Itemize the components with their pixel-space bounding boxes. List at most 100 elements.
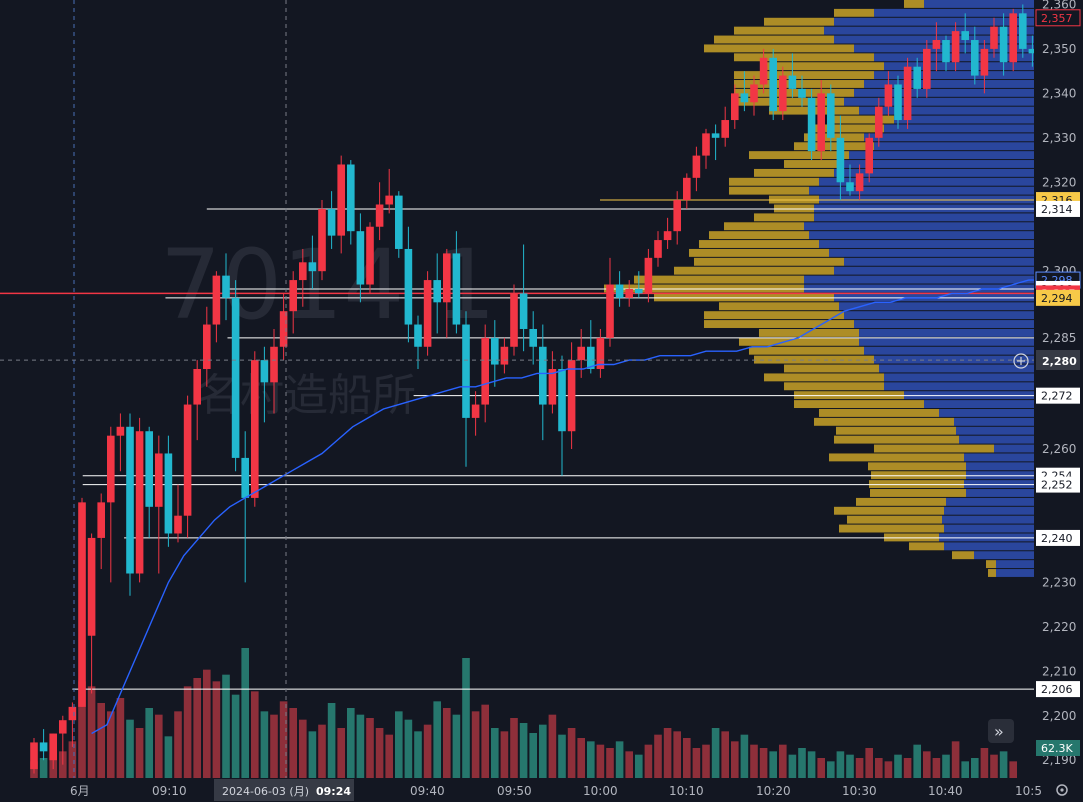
profile-blue-row	[804, 275, 1034, 284]
volume-bar	[500, 731, 509, 778]
profile-gold-row	[749, 346, 864, 355]
volume-bar	[97, 703, 105, 778]
volume-bar	[702, 744, 710, 778]
profile-gold-row	[734, 53, 874, 62]
price-label-text: 2,252	[1041, 479, 1073, 492]
candle-body	[788, 75, 797, 89]
crosshair-price-box	[1036, 350, 1080, 370]
profile-gold-row	[739, 337, 859, 346]
profile-blue-row	[944, 524, 1034, 533]
profile-blue-row	[834, 168, 1034, 177]
profile-gold-row	[714, 35, 834, 44]
candle-body	[932, 40, 941, 49]
profile-blue-row	[974, 551, 1034, 560]
profile-gold-row	[814, 417, 954, 426]
profile-blue-row	[939, 533, 1034, 542]
time-axis[interactable]: 6月 09:10 09:40 09:50 10:00 10:10 10:20 10:30 10:…	[70, 784, 1042, 798]
volume-bar	[318, 724, 326, 778]
candle-body	[49, 733, 57, 761]
candle-body	[961, 31, 969, 41]
volume-bar	[558, 734, 566, 778]
candle-body	[855, 173, 864, 192]
price-tick-label: 2,330	[1042, 131, 1076, 145]
scroll-to-realtime-button[interactable]	[988, 719, 1014, 743]
candle-body	[846, 182, 854, 192]
profile-gold-row	[794, 142, 874, 151]
candle-body	[356, 231, 365, 285]
crosshair-labels: 2024-06-03 (月) 09:24 2,280	[214, 350, 1080, 801]
price-label-box	[1036, 387, 1080, 404]
volume-bars	[30, 648, 1017, 778]
candle-body	[347, 164, 355, 232]
volume-bar	[529, 733, 537, 778]
volume-bar	[193, 678, 201, 778]
volume-bar	[692, 748, 701, 778]
profile-blue-row	[814, 213, 1034, 222]
candle-body	[913, 66, 921, 89]
candle-body	[510, 293, 518, 347]
profile-blue-row	[864, 133, 1034, 142]
candle-body	[692, 155, 701, 178]
profile-blue-row	[804, 222, 1034, 231]
volume-bar	[721, 731, 729, 778]
price-tick-label: 2,320	[1042, 175, 1076, 189]
profile-blue-row	[894, 115, 1034, 124]
time-tick-label: 10:30	[842, 784, 877, 798]
profile-gold-row	[794, 400, 924, 409]
profile-blue-row	[996, 569, 1034, 577]
time-tick-label: 10:5	[1015, 784, 1042, 798]
candle-body	[366, 226, 374, 285]
crosshair-time-label: 09:24	[316, 785, 351, 798]
volume-bar	[980, 748, 989, 778]
profile-gold-row	[856, 497, 946, 506]
profile-gold-row	[689, 248, 829, 257]
candle-body	[990, 26, 998, 49]
volume-bar	[567, 728, 576, 778]
add-alert-icon[interactable]	[1013, 353, 1029, 369]
volume-bar	[481, 704, 489, 778]
settings-gear-icon-center	[1060, 788, 1064, 792]
candle-body	[183, 404, 192, 516]
candle-body	[1019, 13, 1027, 49]
profile-blue-row	[964, 453, 1034, 462]
candle-body	[1028, 48, 1037, 54]
profile-blue-row	[859, 337, 1034, 346]
volume-bar	[145, 708, 153, 778]
profile-blue-row	[849, 151, 1034, 160]
price-label-text: 2,272	[1041, 390, 1073, 403]
volume-bar	[587, 741, 595, 778]
candle-body	[279, 311, 288, 347]
profile-blue-row	[946, 497, 1034, 506]
chart-controls[interactable]: » 62.3K	[988, 719, 1080, 796]
candle-body	[999, 26, 1008, 63]
profile-blue-row	[874, 8, 1034, 17]
volume-bar	[356, 714, 365, 778]
profile-gold-row	[819, 409, 939, 417]
candle-body	[308, 262, 317, 272]
profile-gold-row	[734, 97, 844, 106]
candle-body	[164, 453, 173, 534]
profile-blue-row	[884, 124, 1034, 133]
price-tick-label: 2,350	[1042, 42, 1076, 56]
candle-body	[481, 337, 489, 405]
time-tick-label: 09:50	[497, 784, 532, 798]
profile-gold-row	[834, 435, 959, 444]
volume-bar	[827, 761, 835, 778]
time-tick-label: 09:40	[410, 784, 445, 798]
volume-bar	[951, 741, 960, 778]
price-tick-label: 2,340	[1042, 86, 1076, 100]
profile-blue-row	[819, 177, 1034, 186]
volume-bar	[932, 758, 941, 778]
volume-bar	[375, 728, 384, 778]
candle-body	[606, 284, 614, 338]
candle-body	[951, 31, 960, 63]
settings-gear-icon[interactable]	[1056, 784, 1068, 796]
profile-blue-row	[966, 489, 1034, 497]
candle-body	[251, 360, 259, 498]
candle-body	[875, 106, 883, 138]
volume-bar	[289, 708, 297, 778]
candle-body	[135, 431, 144, 574]
time-tick-label: 10:00	[583, 784, 618, 798]
